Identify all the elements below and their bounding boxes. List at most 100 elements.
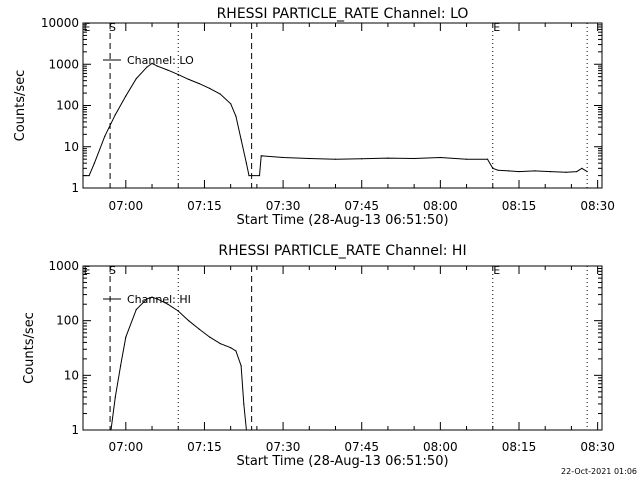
x-tick-label: 07:45 (344, 440, 379, 454)
data-point (486, 158, 489, 160)
data-point (243, 403, 245, 405)
data-point (114, 396, 116, 398)
data-point (387, 157, 389, 159)
data-point (230, 103, 232, 105)
x-tick-label: 08:15 (502, 199, 537, 213)
data-point (245, 162, 247, 164)
data-point (361, 158, 363, 160)
data-point (586, 170, 588, 173)
data-point (125, 95, 127, 97)
data-point (260, 155, 262, 157)
data-point (465, 158, 468, 160)
data-point (439, 156, 441, 159)
y-tick-label: 10 (64, 140, 79, 154)
x-tick-label: 07:15 (187, 440, 222, 454)
data-point (198, 328, 200, 330)
x-axis-label: Start Time (28-Aug-13 06:51:50) (236, 454, 448, 469)
data-point (230, 347, 232, 349)
data-point (258, 174, 261, 177)
y-axis-label: Counts/sec (13, 70, 28, 142)
data-point (240, 365, 242, 367)
chart-title: RHESSI PARTICLE_RATE Channel: HI (218, 243, 466, 259)
date-stamp: 22-Oct-2021 01:06 (561, 467, 637, 476)
data-series-line (83, 62, 588, 177)
x-tick-label: 08:30 (580, 199, 615, 213)
data-point (167, 303, 169, 305)
data-point (507, 170, 510, 172)
data-point (135, 308, 137, 311)
data-point (534, 170, 536, 172)
x-axis-label: Start Time (28-Aug-13 06:51:50) (236, 213, 448, 228)
marker-letter-s: S (109, 21, 116, 34)
plot-frame (82, 22, 603, 189)
y-tick-label: 10 (64, 368, 79, 382)
x-tick-label: 07:30 (266, 440, 301, 454)
data-point (198, 82, 200, 85)
data-point (261, 155, 263, 157)
data-point (114, 114, 116, 116)
data-point (209, 87, 211, 89)
data-point (104, 135, 106, 137)
marker-letter-edge: E (84, 21, 91, 34)
y-tick-label: 1 (71, 181, 79, 195)
data-point (492, 167, 494, 169)
y-tick-label: 10000 (41, 16, 79, 30)
y-tick-label: 1 (71, 423, 79, 437)
x-tick-label: 08:30 (580, 440, 615, 454)
marker-letter-e: E (493, 264, 500, 277)
x-tick-label: 07:15 (187, 199, 222, 213)
data-point (413, 157, 415, 160)
data-point (156, 298, 158, 300)
data-point (167, 69, 169, 71)
data-point (177, 310, 179, 312)
data-point (248, 174, 250, 177)
data-point (135, 77, 137, 80)
data-point (219, 343, 221, 345)
y-tick-label: 1000 (48, 57, 79, 71)
marker-letter-edge: E (84, 264, 91, 277)
x-tick-label: 07:30 (266, 199, 301, 213)
x-tick-label: 07:45 (344, 199, 379, 213)
data-point (282, 156, 284, 159)
data-point (219, 93, 221, 95)
data-point (518, 170, 520, 173)
data-point (151, 296, 153, 298)
data-point (308, 157, 310, 160)
y-tick-label: 100 (56, 314, 79, 328)
data-point (146, 298, 148, 300)
data-point (110, 429, 112, 431)
data-point (497, 169, 499, 171)
chart-title: RHESSI PARTICLE_RATE Channel: LO (217, 6, 469, 22)
data-point (209, 336, 211, 338)
data-point (151, 62, 153, 64)
y-axis-label: Counts/sec (22, 312, 37, 384)
data-point (177, 74, 179, 76)
data-point (576, 170, 578, 173)
data-point (235, 350, 237, 352)
data-point (581, 167, 583, 169)
data-point (125, 336, 127, 338)
data-point (549, 170, 552, 173)
data-point (119, 365, 122, 367)
data-point (235, 115, 237, 117)
x-tick-label: 08:15 (502, 440, 537, 454)
x-tick-label: 08:00 (423, 199, 458, 213)
data-point (146, 66, 148, 68)
data-point (93, 162, 95, 164)
marker-letter-s: S (109, 264, 116, 277)
data-point (240, 138, 242, 141)
data-point (82, 174, 84, 177)
data-point (565, 171, 567, 173)
data-point (88, 174, 90, 177)
data-point (188, 320, 190, 322)
data-point (334, 158, 337, 160)
y-tick-label: 1000 (48, 259, 79, 273)
x-tick-label: 08:00 (423, 440, 458, 454)
data-point (156, 65, 158, 67)
data-point (245, 429, 247, 431)
marker-letter-e: E (493, 21, 500, 34)
x-tick-label: 07:00 (109, 199, 144, 213)
x-tick-label: 07:00 (109, 440, 144, 454)
